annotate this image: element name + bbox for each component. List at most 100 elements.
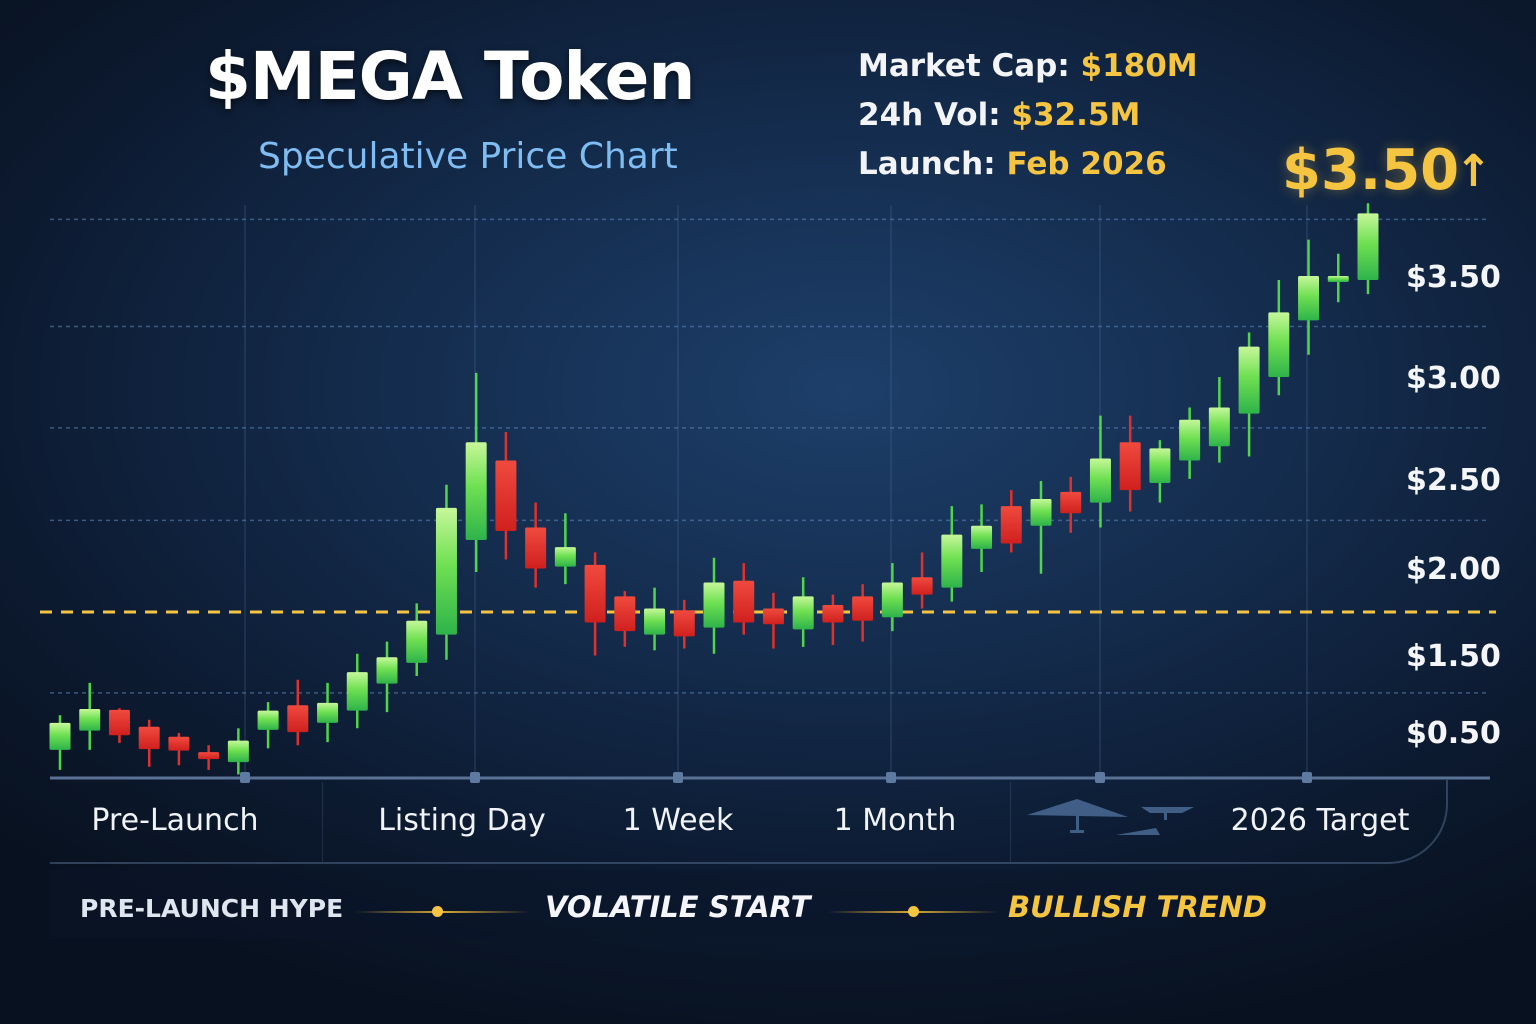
candle-body	[941, 534, 963, 588]
candle-up	[1298, 239, 1320, 355]
x-axis-marker	[1302, 772, 1312, 783]
candle-body	[911, 577, 933, 595]
candle-body	[49, 722, 71, 750]
arrow-up-icon: ↑	[1455, 146, 1492, 197]
candle-body	[198, 752, 220, 760]
candle-up	[1208, 376, 1230, 463]
candle-body	[762, 608, 784, 625]
candle-body	[138, 726, 160, 750]
candle-body	[703, 582, 725, 628]
x-axis-marker	[1095, 772, 1105, 783]
phase-dot	[908, 906, 919, 917]
candle-body	[1208, 407, 1230, 447]
candle-body	[376, 657, 398, 684]
candle-body	[227, 740, 249, 763]
candle-body	[881, 582, 903, 618]
phase-bar	[50, 870, 1310, 938]
candle-body	[673, 610, 695, 637]
candle-up	[317, 682, 339, 743]
candle-up	[79, 682, 101, 750]
y-tick-label: $3.50	[1406, 260, 1501, 295]
x-axis-marker	[240, 772, 250, 783]
candle-up	[941, 506, 963, 602]
candle-body	[1179, 419, 1201, 461]
candle-down	[525, 502, 547, 588]
candle-body	[108, 709, 130, 736]
candle-up	[971, 504, 993, 572]
candle-up	[406, 603, 428, 676]
x-axis-markers	[240, 772, 1312, 783]
stat-label: Market Cap:	[858, 48, 1070, 84]
candle-up	[376, 641, 398, 713]
candle-down	[762, 592, 784, 649]
candle-body	[614, 596, 636, 632]
x-label-pre-launch: Pre-Launch	[91, 803, 259, 838]
candle-up	[1238, 332, 1260, 457]
candle-down	[614, 591, 636, 647]
stat-label: Launch:	[858, 146, 996, 182]
candle-up	[465, 372, 487, 572]
gridlines	[50, 218, 1490, 694]
divider	[1010, 782, 1011, 862]
candle-down	[108, 708, 130, 743]
candle-down	[733, 563, 755, 635]
y-tick-label: $3.00	[1406, 361, 1501, 396]
candle-body	[435, 507, 457, 635]
candle-up	[346, 653, 368, 729]
stat-24h-volume: 24h Vol: $32.5M	[858, 97, 1140, 133]
candle-body	[257, 710, 279, 730]
candle-body	[79, 709, 101, 731]
candle-up	[1357, 203, 1379, 295]
candle-down	[673, 599, 695, 649]
candle-up	[1179, 407, 1201, 479]
candle-down	[1060, 476, 1082, 533]
candle-body	[1327, 275, 1349, 283]
candle-down	[495, 432, 517, 560]
candle-down	[852, 584, 874, 642]
candle-down	[138, 719, 160, 767]
phase-volatile-start: VOLATILE START	[545, 890, 811, 924]
candle-up	[1030, 480, 1052, 574]
x-label-listing-day: Listing Day	[378, 803, 546, 838]
y-tick-label: $1.50	[1406, 639, 1501, 674]
candle-up	[257, 702, 279, 749]
candle-body	[1149, 448, 1171, 483]
candle-up	[227, 728, 249, 775]
candle-up	[1149, 440, 1171, 503]
divider	[322, 782, 323, 862]
candle-body	[1089, 458, 1111, 503]
candle-body	[554, 547, 576, 567]
candle-down	[168, 732, 190, 766]
candle-body	[317, 702, 339, 723]
phase-pre-launch-hype: PRE-LAUNCH HYPE	[80, 894, 344, 923]
candle-up	[554, 513, 576, 585]
candle-up	[792, 577, 814, 647]
candle-down	[1000, 490, 1022, 553]
candle-body	[168, 736, 190, 751]
x-axis-marker	[886, 772, 896, 783]
candle-down	[1119, 415, 1141, 512]
candle-body	[1119, 442, 1141, 491]
candle-body	[1357, 213, 1379, 280]
stat-launch: Launch: Feb 2026	[858, 146, 1167, 182]
candles	[49, 203, 1379, 775]
stat-label: 24h Vol:	[858, 97, 1001, 133]
candle-body	[644, 608, 666, 635]
candle-body	[852, 596, 874, 621]
x-label-2026-target: 2026 Target	[1230, 803, 1410, 838]
candle-body	[971, 525, 993, 549]
candle-body	[346, 672, 368, 711]
x-label-1-month: 1 Month	[833, 803, 957, 838]
candle-body	[584, 564, 606, 623]
candle-up	[49, 715, 71, 770]
current-price: $3.50	[1282, 138, 1460, 203]
candle-body	[1000, 506, 1022, 544]
x-axis-marker	[470, 772, 480, 783]
candle-up	[1268, 280, 1290, 396]
y-tick-label: $0.50	[1406, 716, 1501, 751]
candle-body	[1298, 275, 1320, 321]
page-title: $MEGA Token	[205, 38, 695, 115]
stat-market-cap: Market Cap: $180M	[858, 48, 1198, 84]
candle-body	[406, 620, 428, 663]
